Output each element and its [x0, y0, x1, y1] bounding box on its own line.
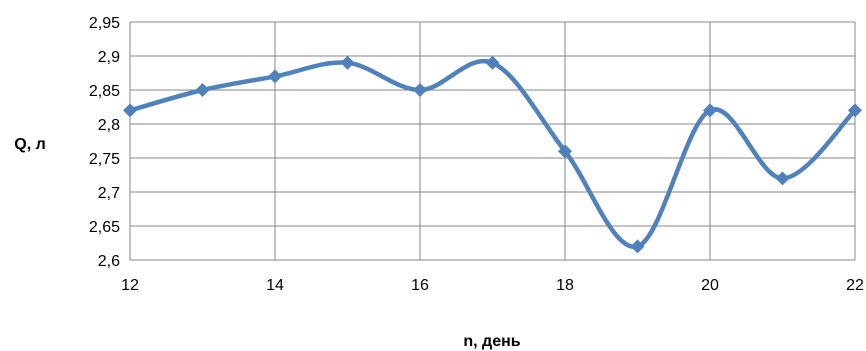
data-point: [485, 55, 500, 70]
data-point: [703, 103, 717, 118]
data-point: [268, 69, 282, 84]
data-point: [775, 171, 790, 186]
gridlines: [129, 21, 856, 261]
x-axis-title: n, день: [463, 333, 520, 350]
y-tick-labels: 2,6 2,65 2,7 2,75 2,8 2,85 2,9 2,95: [89, 15, 120, 270]
series-line: [127, 58, 858, 249]
data-point: [195, 83, 210, 97]
data-point: [630, 239, 645, 254]
y-tick-label: 2,95: [89, 15, 120, 32]
y-tick-label: 2,8: [98, 117, 120, 134]
y-tick-label: 2,9: [98, 49, 120, 66]
data-point: [413, 83, 427, 97]
x-tick-label: 16: [411, 277, 429, 294]
x-tick-label: 14: [266, 277, 284, 294]
x-tick-label: 18: [556, 277, 574, 294]
y-tick-label: 2,85: [89, 83, 120, 100]
x-tick-labels: 12 14 16 18 20 22: [121, 277, 864, 294]
y-tick-label: 2,65: [89, 219, 120, 236]
data-point: [558, 144, 572, 159]
x-tick-label: 20: [701, 277, 719, 294]
x-tick-label: 22: [846, 277, 864, 294]
y-axis-title: Q, л: [14, 136, 46, 153]
y-tick-label: 2,75: [89, 151, 120, 168]
data-point: [340, 55, 355, 70]
y-tick-label: 2,7: [98, 185, 120, 202]
series-layer: [123, 55, 862, 254]
x-tick-label: 12: [121, 277, 139, 294]
y-tick-label: 2,6: [98, 253, 120, 270]
data-point: [848, 103, 862, 118]
data-point: [123, 103, 137, 118]
